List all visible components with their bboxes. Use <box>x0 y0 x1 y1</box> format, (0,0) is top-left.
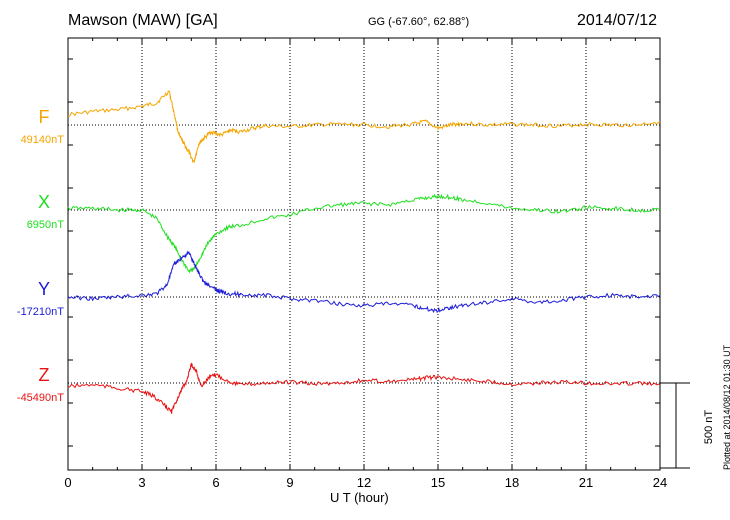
chart-date: 2014/07/12 <box>577 12 658 29</box>
scale-bar-label: 500 nT <box>703 410 715 445</box>
series-line-f <box>67 90 661 164</box>
chart-title: Mawson (MAW) [GA] <box>68 12 218 29</box>
x-axis-label: U T (hour) <box>330 490 389 505</box>
series-name-z: Z <box>39 365 50 385</box>
series-name-x: X <box>38 192 50 212</box>
series-line-x <box>67 193 661 274</box>
x-tick-label: 21 <box>579 475 593 490</box>
series-baseline-label-y: -17210nT <box>17 306 64 318</box>
series-name-f: F <box>39 107 50 127</box>
series-name-y: Y <box>38 279 50 299</box>
station-coordinates: GG (-67.60°, 62.88°) <box>368 16 470 28</box>
series-baseline-label-x: 6950nT <box>27 219 65 231</box>
series-baseline-label-z: -45490nT <box>17 392 64 404</box>
x-tick-label: 24 <box>653 475 667 490</box>
x-tick-label: 3 <box>138 475 145 490</box>
x-tick-label: 12 <box>357 475 371 490</box>
x-tick-label: 6 <box>212 475 219 490</box>
x-tick-label: 9 <box>286 475 293 490</box>
x-tick-label: 0 <box>64 475 71 490</box>
series-baseline-label-f: 49140nT <box>21 134 65 146</box>
series-line-y <box>67 250 661 314</box>
x-tick-label: 18 <box>505 475 519 490</box>
series-line-z <box>67 362 661 414</box>
x-tick-label: 15 <box>431 475 445 490</box>
